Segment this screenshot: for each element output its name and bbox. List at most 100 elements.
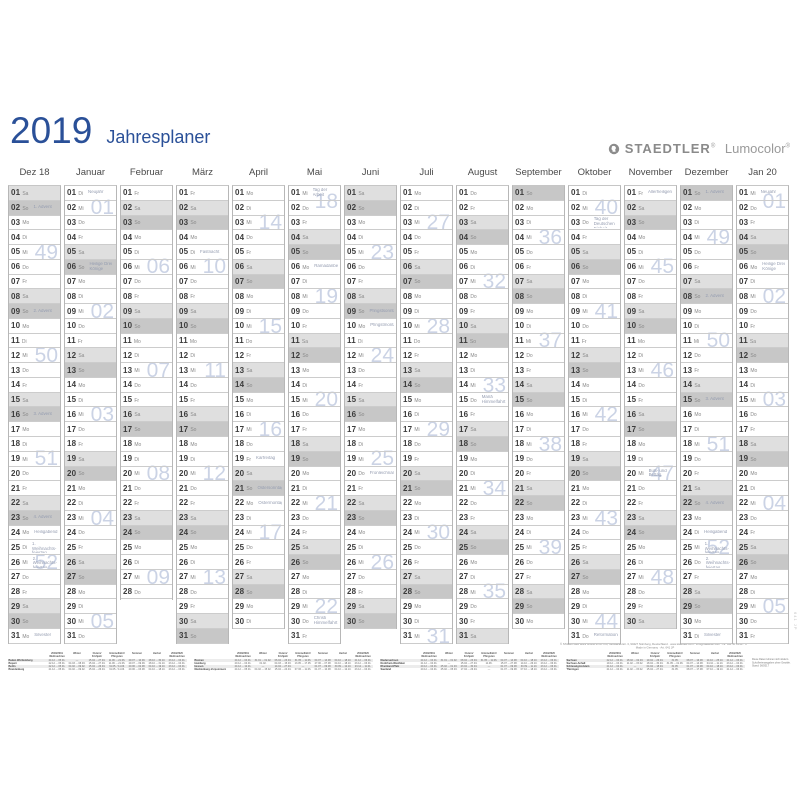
day-number: 30 bbox=[235, 616, 245, 626]
day-number: 12 bbox=[291, 350, 301, 360]
weekday-abbr: Do bbox=[750, 515, 757, 522]
weekday-abbr: Di bbox=[694, 633, 700, 640]
ferien-date-range: 06.04. – 23.04. bbox=[274, 659, 292, 662]
ferien-header-row: 2018/2019 Weihnachten Winter Ostern/ Frühj… bbox=[8, 652, 187, 659]
day-cell: 01 Mi Tag der Arbeit bbox=[289, 186, 340, 201]
day-number: 28 bbox=[123, 587, 133, 597]
day-number: 17 bbox=[403, 424, 413, 434]
day-number: 26 bbox=[627, 557, 637, 567]
weekday-abbr: Do bbox=[750, 205, 757, 212]
day-cell: 21 So bbox=[401, 481, 452, 497]
weekday-abbr: Do bbox=[413, 338, 421, 345]
week-number: 30 bbox=[426, 521, 450, 545]
day-cell: 06 Fr bbox=[681, 260, 732, 275]
day-cell: 16 Mo bbox=[513, 407, 564, 423]
weekday-abbr: Mo bbox=[302, 471, 310, 478]
day-cell: 19 Do bbox=[681, 452, 732, 467]
day-cell: 23 Mi bbox=[65, 511, 116, 526]
weekday-abbr: Fr bbox=[750, 427, 756, 434]
ferien-state-row: Nordrhein-Westfalen 21.12. – 04.01. —15.04… bbox=[380, 662, 559, 665]
day-number: 25 bbox=[403, 542, 413, 552]
day-number: 22 bbox=[739, 498, 749, 508]
weekday-abbr: Sa bbox=[694, 589, 701, 596]
weekday-abbr: Di bbox=[246, 205, 252, 212]
day-cell: 02 Mo bbox=[681, 201, 732, 216]
day-cell: 12 Fr bbox=[401, 348, 452, 364]
day-cell: 08 Fr bbox=[625, 289, 676, 305]
day-cell: 04 Di bbox=[9, 230, 60, 246]
weekday-abbr: Fr bbox=[470, 515, 476, 522]
ferien-date-range: 04.10. – 19.10. bbox=[148, 665, 166, 668]
day-cell: 27 Do bbox=[9, 570, 60, 585]
ferien-date-range: 15.04. – 27.04. bbox=[646, 668, 664, 671]
month-column: Juni 23 24 25 26 01 Sa 02 So 03 Mo 04 Di 05 Mi 06 Do 07 Fr… bbox=[344, 163, 397, 630]
weekday-abbr: Mi bbox=[750, 500, 756, 507]
weekday-abbr: Sa bbox=[694, 486, 701, 493]
day-cell: 25 Mo bbox=[177, 540, 228, 556]
day-cell: 05 Di bbox=[625, 245, 676, 260]
holiday-label: 2. Weihnachts- feiertag bbox=[32, 556, 57, 568]
day-number: 27 bbox=[515, 572, 525, 582]
weekday-abbr: So bbox=[190, 427, 197, 434]
day-number: 23 bbox=[739, 513, 749, 523]
day-number: 29 bbox=[67, 601, 77, 611]
weekday-abbr: So bbox=[134, 220, 141, 227]
day-number: 20 bbox=[291, 468, 301, 478]
ferien-date-range: 04.07. – 14.08. bbox=[500, 659, 518, 662]
day-number: 29 bbox=[459, 601, 469, 611]
day-cell: 11 Mi bbox=[513, 334, 564, 349]
ferien-date-range: 20.12. – 04.01. bbox=[234, 662, 252, 665]
day-number: 13 bbox=[739, 365, 749, 375]
day-number: 09 bbox=[683, 306, 693, 316]
day-number: 23 bbox=[123, 513, 133, 523]
day-number: 05 bbox=[235, 247, 245, 257]
weekday-abbr: Mo bbox=[358, 530, 366, 537]
day-cell: 31DoReformationstag bbox=[569, 629, 620, 644]
weekday-abbr: Di bbox=[357, 338, 363, 345]
day-cell: 19 Mi bbox=[9, 452, 60, 467]
day-number: 20 bbox=[235, 468, 245, 478]
day-cell: 22 Mi bbox=[737, 496, 788, 511]
ferien-date-range: 11.06. – 21.06. bbox=[108, 659, 126, 662]
week-number: 35 bbox=[482, 580, 506, 604]
day-number: 07 bbox=[571, 276, 581, 286]
weekday-abbr: Di bbox=[750, 589, 756, 596]
day-number: 02 bbox=[179, 203, 189, 213]
day-number: 26 bbox=[67, 557, 77, 567]
weekday-abbr: Mi bbox=[582, 619, 588, 626]
day-cell: 18 Fr bbox=[65, 437, 116, 452]
ferien-date-range: 31.05. / 11.06. bbox=[109, 668, 125, 671]
week-number: 42 bbox=[594, 403, 618, 427]
day-cell: 15 Di bbox=[569, 393, 620, 408]
ferien-date-range: 11.06. – 21.06. bbox=[108, 662, 126, 665]
day-number: 22 bbox=[403, 498, 413, 508]
day-number: 27 bbox=[235, 572, 245, 582]
weekday-abbr: Fr bbox=[750, 323, 756, 330]
weekday-abbr: Sa bbox=[358, 604, 365, 611]
day-cell: 27 Di bbox=[457, 570, 508, 585]
day-number: 08 bbox=[291, 291, 301, 301]
day-number: 15 bbox=[11, 395, 21, 405]
day-cell: 23 Di bbox=[233, 511, 284, 526]
weekday-abbr: Mi bbox=[190, 264, 196, 271]
weekday-abbr: Do bbox=[526, 249, 533, 256]
week-number: 51 bbox=[34, 447, 58, 471]
week-number: 28 bbox=[426, 314, 450, 338]
day-number: 09 bbox=[123, 306, 133, 316]
day-number: 18 bbox=[683, 439, 693, 449]
weekday-abbr: Sa bbox=[470, 427, 477, 434]
day-number: 28 bbox=[459, 587, 469, 597]
day-cell: 17 Do bbox=[569, 422, 620, 438]
weekday-abbr: Do bbox=[22, 471, 29, 478]
day-cell: 05 Fr bbox=[233, 245, 284, 260]
day-number: 16 bbox=[739, 409, 749, 419]
day-cell: 15 Mi bbox=[289, 393, 340, 408]
title-bar: 2019 Jahresplaner STAEDTLER® Lumocolor® bbox=[10, 110, 790, 158]
weekday-abbr: Di bbox=[750, 486, 756, 493]
weekday-abbr: Sa bbox=[638, 205, 645, 212]
weekday-abbr: Mi bbox=[638, 574, 644, 581]
day-number: 21 bbox=[683, 483, 693, 493]
day-cell: 22 Mo Ostermontag bbox=[233, 496, 284, 511]
day-number: 27 bbox=[11, 572, 21, 582]
weekday-abbr: Di bbox=[414, 412, 420, 419]
